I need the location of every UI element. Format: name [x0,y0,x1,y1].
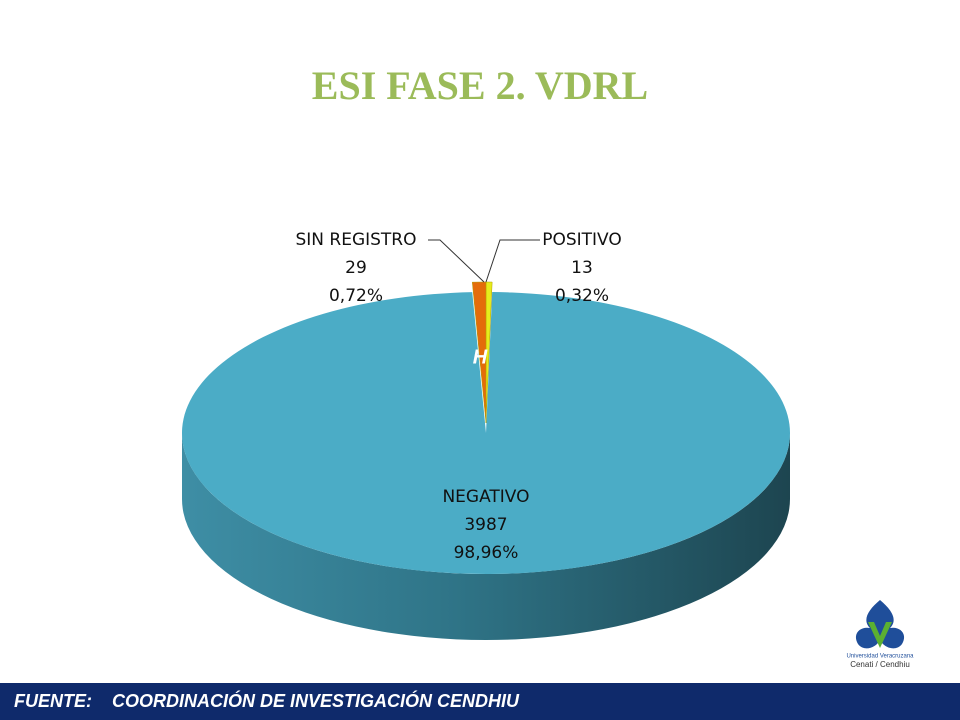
logo-unit: Cenati / Cendhiu [850,660,910,669]
pie-side [182,433,790,640]
pie: POSITIVO 13 0,32% NEGATIVO 3987 98,96% SIN REG… [182,230,791,640]
data-label-percent: 0,72% [329,286,383,306]
annotation: H [473,346,488,368]
data-label-name: NEGATIVO [442,487,529,507]
data-label-value: 29 [345,258,367,278]
leader-line [485,239,540,283]
pie-slice [182,292,791,574]
data-label-name: SIN REGISTRO [295,230,416,250]
footer-label: FUENTE: [14,691,92,711]
data-label-value: 3987 [464,515,507,535]
footer-text: COORDINACIÓN DE INVESTIGACIÓN CENDHIU [112,690,520,711]
data-label-name: POSITIVO [542,230,622,250]
leader-line [428,239,485,283]
logo-v [868,622,892,648]
logo: Universidad Veracruzana Cenati / Cendhiu [846,600,914,669]
data-label-percent: 0,32% [555,286,609,306]
logo-emblem [855,600,905,649]
logo-name: Universidad Veracruzana [846,654,914,660]
footer-bar [0,683,960,720]
pie-slice [471,281,487,424]
data-label-percent: 98,96% [454,543,519,563]
data-label-value: 13 [571,258,593,278]
chart-title: ESI FASE 2. VDRL [312,63,648,108]
